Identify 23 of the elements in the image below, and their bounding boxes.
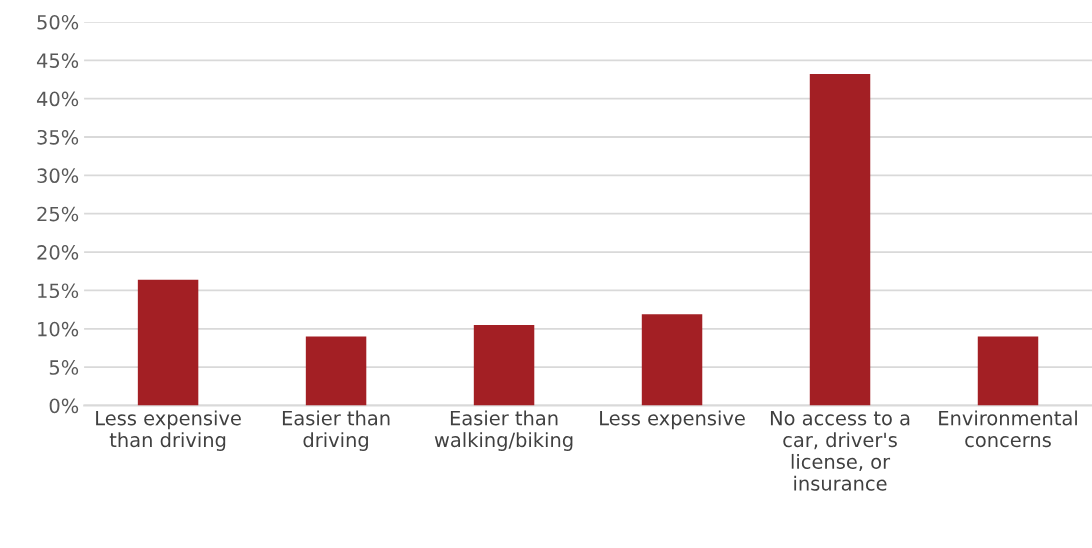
y-tick-label: 10%: [38, 321, 79, 337]
x-tick-label: Less expensive: [600, 410, 745, 430]
bar: [641, 314, 703, 406]
x-tick-label: Environmental concerns: [939, 410, 1077, 448]
x-tick-label: No access to a car, driver's license, or insurance: [770, 410, 910, 491]
x-tick-label: Easier than driving: [282, 410, 390, 451]
y-tick-label: 35%: [37, 129, 79, 145]
bar: [809, 74, 871, 406]
y-tick-label: 0%: [49, 398, 79, 414]
bar: [137, 279, 199, 406]
y-tick-label: 40%: [36, 91, 79, 107]
y-tick-label: 30%: [37, 168, 79, 184]
y-tick-label: 15%: [38, 283, 79, 299]
bar: [473, 324, 535, 406]
y-tick-label: 5%: [49, 360, 79, 375]
y-tick-label: 25%: [37, 206, 79, 222]
y-tick-label: 20%: [37, 245, 79, 260]
y-tick-label: 45%: [36, 53, 79, 68]
bar: [305, 336, 367, 406]
bar: [977, 336, 1039, 406]
x-tick-label: Less expensive than driving: [96, 410, 241, 451]
y-tick-label: 50%: [37, 14, 79, 30]
x-tick-label: Easier than walking/biking: [434, 410, 573, 451]
